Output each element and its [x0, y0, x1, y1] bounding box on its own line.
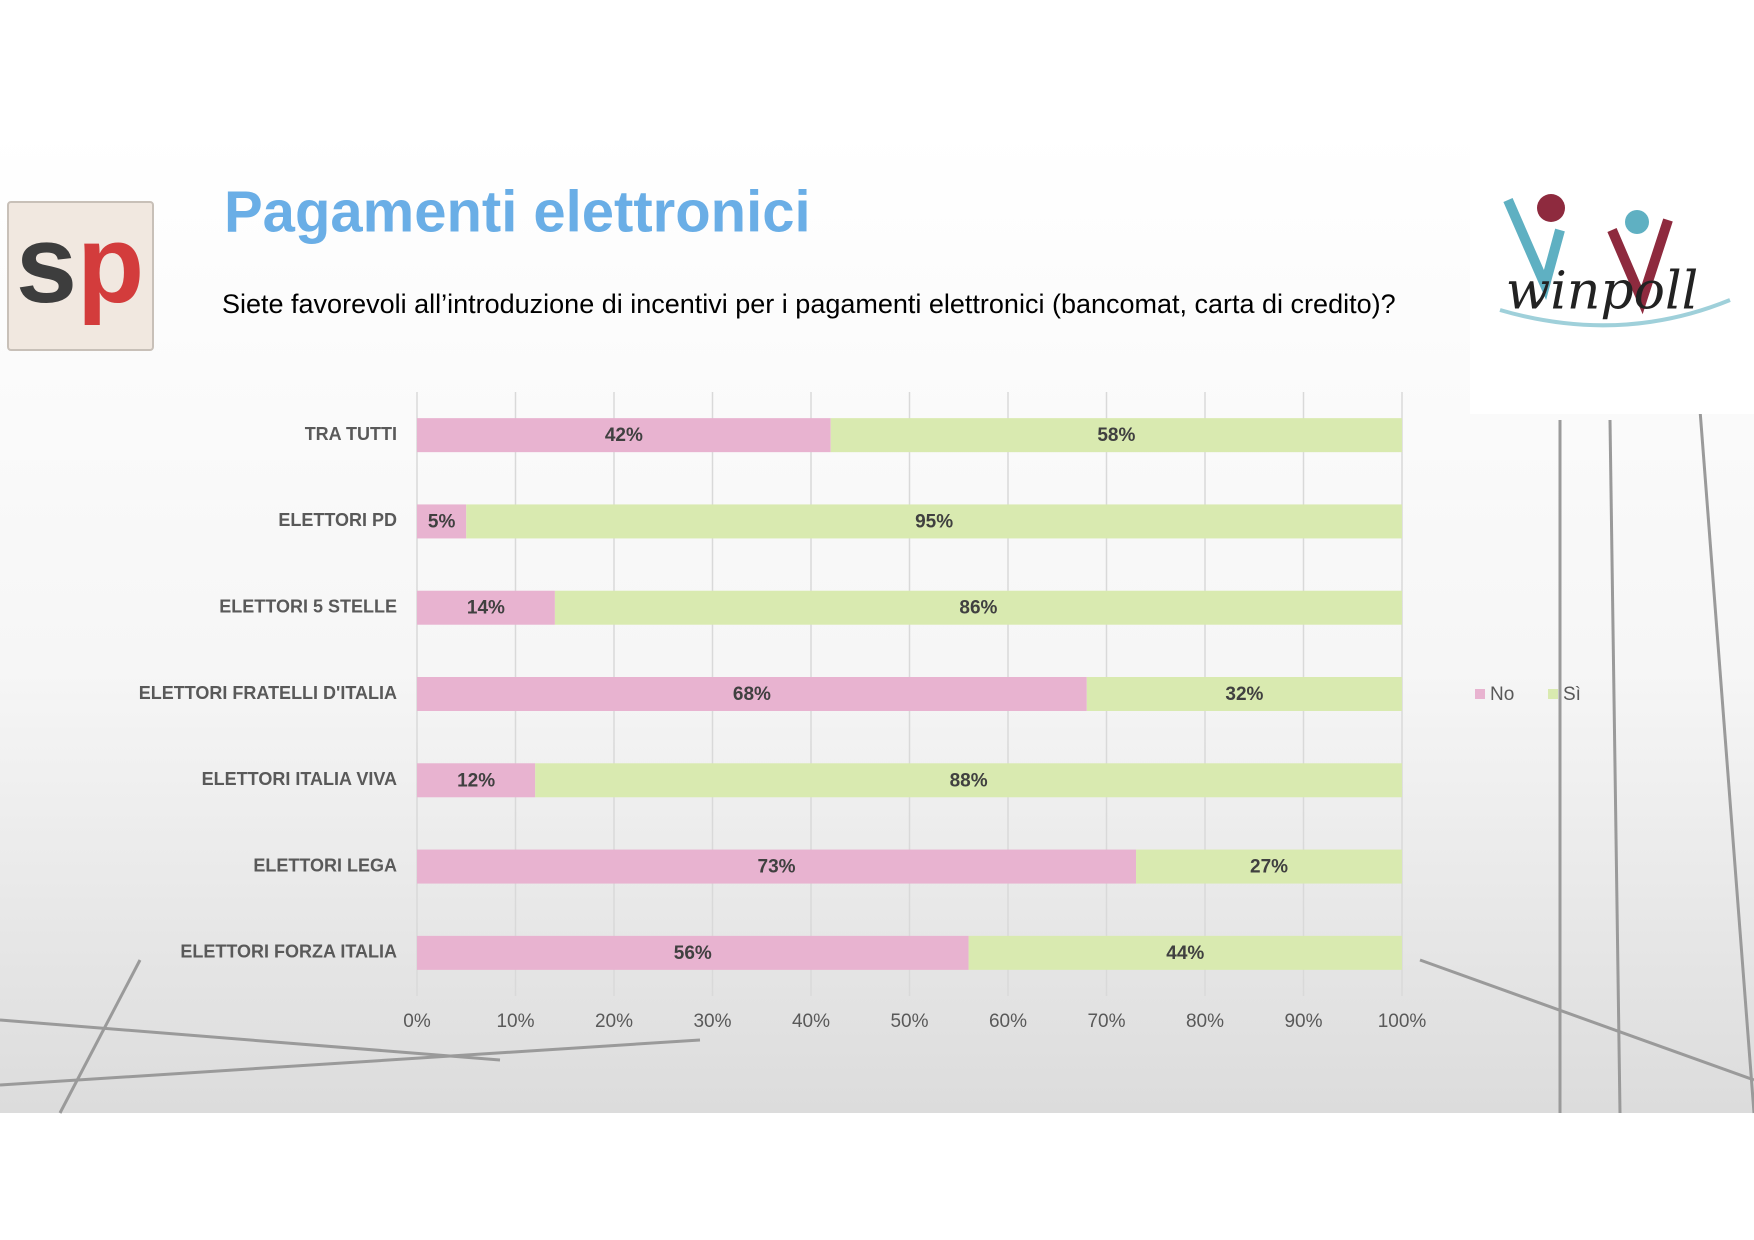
winpoll-logo: winpoll: [1499, 194, 1731, 328]
bar-segment: [417, 418, 831, 453]
value-label: 5%: [428, 511, 456, 532]
value-label: 95%: [915, 511, 953, 532]
bar-segment: [417, 504, 467, 539]
bar-segment: [1136, 849, 1402, 884]
value-label: 68%: [733, 684, 771, 705]
x-tick-label: 0%: [403, 1011, 431, 1032]
bar-segment: [417, 590, 555, 625]
subtitle-box: Siete favorevoli all’introduzione di inc…: [222, 289, 1396, 319]
value-label: 73%: [758, 857, 796, 878]
value-label: 86%: [959, 598, 997, 619]
background-lines: [0, 409, 1754, 1114]
sp-logo: sp: [7, 201, 154, 351]
value-label: 58%: [1097, 425, 1135, 446]
y-tick-label: ELETTORI FRATELLI D'ITALIA: [139, 683, 397, 703]
x-tick-label: 100%: [1378, 1011, 1427, 1032]
x-tick-label: 50%: [890, 1011, 928, 1032]
y-tick-label: ELETTORI PD: [278, 510, 397, 530]
bar-segment: [968, 935, 1402, 970]
value-label: 12%: [457, 770, 495, 791]
x-tick-label: 90%: [1284, 1011, 1322, 1032]
legend-swatch: [1548, 689, 1558, 699]
x-tick-label: 40%: [792, 1011, 830, 1032]
value-label: 44%: [1166, 943, 1204, 964]
plot: 0% 10% 20% 30% 40% 50% 60% 70% 80% 90% 100% TRA TUT…: [139, 392, 1581, 1032]
bar-segment: [417, 763, 536, 798]
x-tick-label: 80%: [1186, 1011, 1224, 1032]
bar-segment: [417, 677, 1087, 711]
value-label: 56%: [674, 943, 712, 964]
bar-segment: [554, 590, 1402, 625]
bar-segment: [830, 418, 1402, 453]
y-tick-label: ELETTORI LEGA: [253, 855, 397, 875]
y-tick-label: TRA TUTTI: [305, 424, 397, 444]
x-tick-label: 10%: [496, 1011, 534, 1032]
bar-segment: [466, 504, 1402, 539]
bar-segment: [535, 763, 1402, 798]
y-tick-label: ELETTORI ITALIA VIVA: [202, 769, 397, 789]
sp-logo-text: sp: [16, 203, 144, 326]
winpoll-logo-text: winpoll: [1506, 262, 1699, 322]
x-tick-label: 20%: [595, 1011, 633, 1032]
x-tick-label: 30%: [693, 1011, 731, 1032]
bar-segment: [1086, 677, 1402, 711]
x-tick-label: 60%: [989, 1011, 1027, 1032]
bar-segment: [417, 849, 1137, 884]
y-tick-label: ELETTORI 5 STELLE: [219, 596, 397, 616]
chart-subtitle: Siete favorevoli all’introduzione di inc…: [222, 289, 1396, 319]
chart-title: Pagamenti elettronici: [224, 179, 811, 244]
value-label: 88%: [950, 770, 988, 791]
legend-swatch: [1475, 689, 1485, 699]
x-tick-label: 70%: [1087, 1011, 1125, 1032]
y-tick-label: ELETTORI FORZA ITALIA: [180, 942, 397, 962]
value-label: 32%: [1225, 684, 1263, 705]
legend-label: No: [1490, 684, 1514, 705]
bar-segment: [417, 935, 969, 970]
logo-panel: [1470, 129, 1754, 414]
value-label: 14%: [467, 598, 505, 619]
value-label: 42%: [605, 425, 643, 446]
legend-label: Sì: [1563, 684, 1581, 705]
value-label: 27%: [1250, 857, 1288, 878]
